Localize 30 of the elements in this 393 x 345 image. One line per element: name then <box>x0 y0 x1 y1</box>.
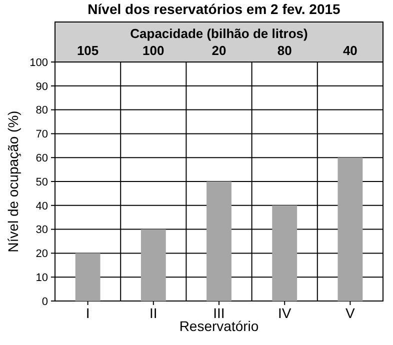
x-tick-label: I <box>86 305 90 321</box>
y-tick-label: 0 <box>42 296 48 308</box>
x2-axis-title: Capacidade (bilhão de litros) <box>130 26 308 41</box>
y-tick-label: 10 <box>36 272 48 284</box>
y-tick-label: 60 <box>36 152 48 164</box>
text: 40 <box>342 43 358 58</box>
bar <box>140 229 166 301</box>
bar <box>338 158 363 301</box>
x-tick-label: IV <box>278 305 292 321</box>
chart-title: Nível dos reservatórios em 2 fev. 2015 <box>88 1 341 17</box>
bar <box>272 205 298 301</box>
x-axis-title: Reservatório <box>179 318 259 334</box>
y-tick-label: 100 <box>30 56 48 69</box>
y-tick-label: 80 <box>36 104 48 117</box>
x-tick-label: V <box>346 305 356 321</box>
text: 20 <box>212 43 226 58</box>
y-axis-title: Nível de ocupação (%) <box>5 110 21 252</box>
bar <box>75 253 100 301</box>
bar <box>206 182 232 301</box>
x-tick-label: III <box>213 305 225 321</box>
y-tick-label: 50 <box>36 176 48 188</box>
y-tick-label: 90 <box>36 80 48 93</box>
y-tick-label: 20 <box>36 248 48 260</box>
y-tick-label: 30 <box>36 224 48 236</box>
y-tick-label: 70 <box>36 128 48 141</box>
text: 105 <box>76 43 99 58</box>
x-tick-label: II <box>150 305 158 321</box>
text: 80 <box>277 43 292 58</box>
text: 100 <box>142 43 164 58</box>
y-tick-label: 40 <box>36 200 48 212</box>
